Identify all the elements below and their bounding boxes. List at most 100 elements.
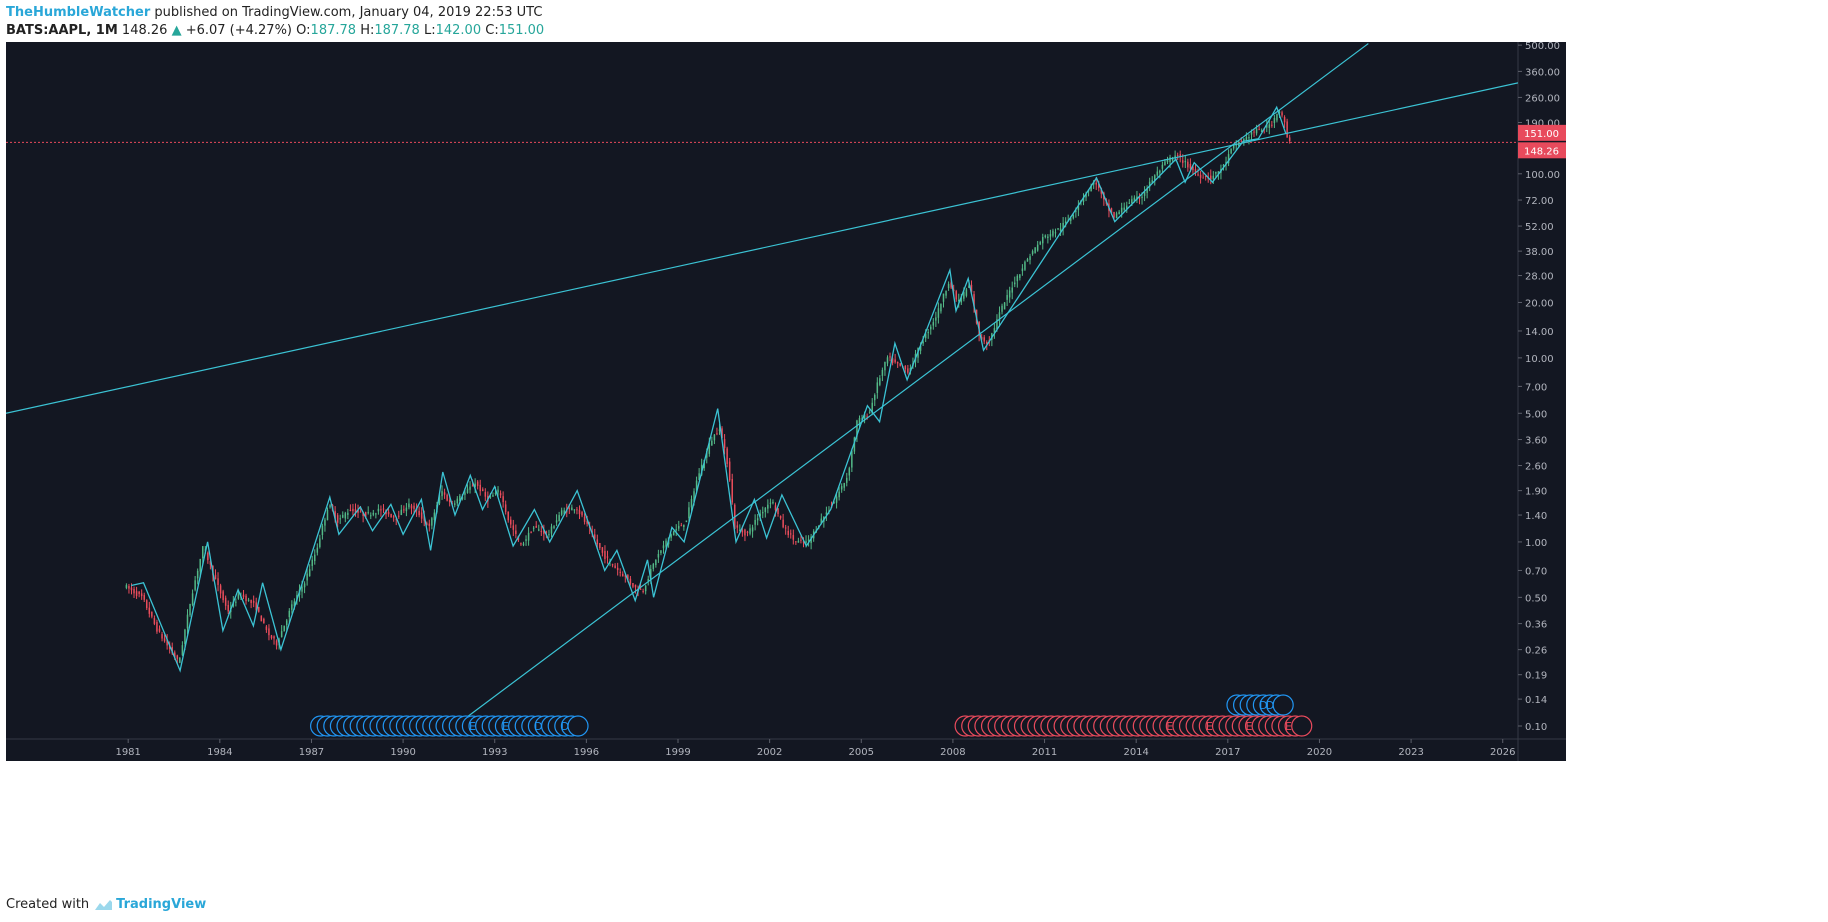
candle-body <box>380 509 382 511</box>
candle-body <box>494 492 497 494</box>
candle-body <box>1215 171 1217 174</box>
candle-body <box>942 293 945 302</box>
open-label: O: <box>296 23 311 38</box>
candle-body <box>438 495 441 504</box>
candle-body <box>443 492 446 495</box>
candle-body <box>838 491 840 498</box>
candle-body <box>657 554 660 558</box>
candle-body <box>156 621 158 632</box>
x-tick-label: 2017 <box>1215 747 1240 758</box>
candle-body <box>1072 215 1075 219</box>
candle-body <box>983 337 985 342</box>
symbol-label[interactable]: BATS:AAPL, 1M <box>6 23 118 38</box>
candle-body <box>153 618 156 624</box>
candle-body <box>235 601 237 603</box>
candle-body <box>884 361 886 371</box>
candle-body <box>1151 180 1153 183</box>
candle-body <box>642 590 644 592</box>
candle-body <box>563 510 565 514</box>
candle-body <box>390 514 392 518</box>
candle-body <box>779 515 782 519</box>
x-tick-label: 1990 <box>390 747 415 758</box>
author-link[interactable]: TheHumbleWatcher <box>6 5 151 20</box>
candle-body <box>1273 117 1276 123</box>
candle-body <box>520 543 522 545</box>
candle-body <box>362 512 364 516</box>
x-tick-label: 2020 <box>1307 747 1332 758</box>
candle-body <box>540 530 543 532</box>
candle-body <box>263 618 265 623</box>
candle-body <box>474 483 476 488</box>
x-tick-label: 2008 <box>940 747 965 758</box>
candle-body <box>181 645 184 656</box>
candle-body <box>1266 124 1268 128</box>
candle-body <box>576 509 578 511</box>
price-tag <box>1518 124 1566 141</box>
candle-body <box>1001 305 1003 312</box>
tradingview-logo[interactable]: TradingView <box>93 897 206 912</box>
candle-body <box>387 511 390 515</box>
candle-body <box>721 428 723 439</box>
candle-body <box>581 512 583 516</box>
event-marker-label: E <box>469 720 476 733</box>
candle-body <box>881 369 884 376</box>
candle-body <box>792 535 795 540</box>
candle-body <box>339 518 341 520</box>
x-tick-label: 1987 <box>299 747 324 758</box>
candle-body <box>471 485 474 487</box>
candle-body <box>403 509 405 511</box>
candle-body <box>319 538 321 548</box>
y-tick-label: 1.90 <box>1525 487 1547 498</box>
event-marker-label: E <box>1166 720 1173 733</box>
candle-body <box>413 505 415 509</box>
candle-body <box>930 326 932 330</box>
y-tick-label: 2.60 <box>1525 462 1547 473</box>
candle-body <box>1070 218 1072 221</box>
candle-body <box>1230 148 1232 154</box>
candle-body <box>1202 177 1204 179</box>
candle-body <box>321 525 324 536</box>
y-tick-label: 3.60 <box>1525 436 1547 447</box>
candle-body <box>932 322 935 326</box>
candle-body <box>716 433 718 435</box>
candle-body <box>1034 247 1036 253</box>
candle-body <box>286 620 288 626</box>
candle-body <box>265 626 268 630</box>
candle-body <box>726 448 728 464</box>
candle-body <box>1064 221 1067 224</box>
candle-body <box>1133 197 1136 202</box>
candle-body <box>1049 234 1052 237</box>
price-chart[interactable]: 500.00360.00260.00190.00140.00100.0072.0… <box>0 42 1828 892</box>
candle-body <box>1098 183 1100 188</box>
publish-line: TheHumbleWatcher published on TradingVie… <box>6 4 544 22</box>
candle-body <box>543 530 545 534</box>
candle-body <box>751 527 754 532</box>
candle-body <box>731 478 733 503</box>
candle-body <box>1199 174 1202 178</box>
candle-body <box>891 358 894 363</box>
x-tick-label: 2014 <box>1123 747 1148 758</box>
candle-body <box>222 591 224 601</box>
candle-body <box>273 636 275 639</box>
candle-body <box>952 289 955 291</box>
candle-body <box>148 607 151 614</box>
candle-body <box>1159 170 1161 173</box>
candle-body <box>466 488 469 493</box>
candle-body <box>512 525 515 530</box>
y-tick-label: 190.00 <box>1525 118 1560 129</box>
candle-body <box>1253 131 1255 133</box>
symbol-line: BATS:AAPL, 1M 148.26 ▲ +6.07 (+4.27%) O:… <box>6 22 544 40</box>
candle-body <box>805 541 807 543</box>
candle-body <box>502 496 504 503</box>
candle-body <box>1014 282 1016 285</box>
candle-body <box>950 282 952 288</box>
candle-body <box>418 511 420 516</box>
candle-body <box>214 574 217 580</box>
candle-body <box>247 599 250 601</box>
chart-header: TheHumbleWatcher published on TradingVie… <box>6 4 544 40</box>
candle-body <box>573 509 576 511</box>
candle-body <box>680 525 683 527</box>
candle-body <box>583 516 586 522</box>
candle-body <box>846 477 848 483</box>
candle-body <box>1187 161 1189 168</box>
